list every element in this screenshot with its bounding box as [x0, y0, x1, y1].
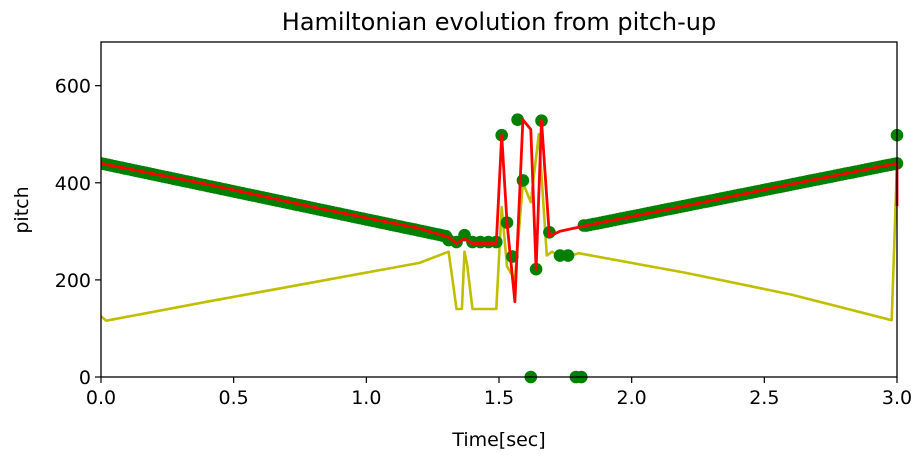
y-tick-label: 400: [55, 173, 91, 195]
y-tick-label: 200: [55, 270, 91, 292]
x-tick-label: 1.5: [484, 387, 514, 409]
x-tick-label: 1.0: [351, 387, 381, 409]
x-tick-label: 3.0: [882, 387, 912, 409]
data-point: [562, 249, 575, 262]
x-tick-label: 2.5: [749, 387, 779, 409]
x-tick-label: 2.0: [617, 387, 647, 409]
y-axis: 0 200 400 600: [55, 76, 101, 389]
data-point: [517, 174, 530, 187]
chart-title: Hamiltonian evolution from pitch-up: [282, 8, 716, 36]
x-tick-label: 0.0: [86, 387, 116, 409]
plot-area: [95, 113, 904, 383]
x-axis: 0.0 0.5 1.0 1.5 2.0 2.5 3.0: [86, 377, 912, 409]
y-tick-label: 0: [79, 367, 91, 389]
x-tick-label: 0.5: [219, 387, 249, 409]
y-axis-label: pitch: [11, 186, 33, 233]
x-axis-label: Time[sec]: [451, 429, 545, 451]
y-tick-label: 600: [55, 76, 91, 98]
